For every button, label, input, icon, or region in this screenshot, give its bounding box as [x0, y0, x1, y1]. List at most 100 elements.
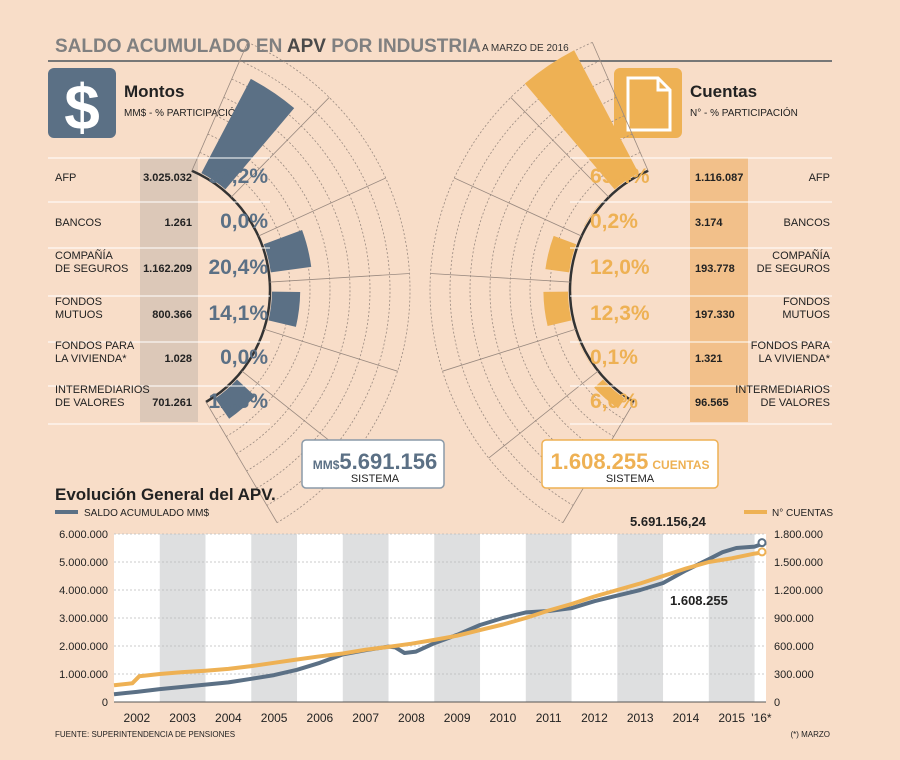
- svg-text:$: $: [64, 71, 100, 143]
- cuentas-subtitle: N° - % PARTICIPACIÓN: [690, 106, 798, 119]
- evolution-line-chart: 6.000.000 5.000.000 4.000.000 3.000.000 2.00…: [59, 529, 823, 725]
- main-title: SALDO ACUMULADO EN APV POR INDUSTRIA: [55, 36, 481, 57]
- cuentas-pct-label: 0,2%: [590, 210, 638, 233]
- industry-name-left: LA VIVIENDA*: [55, 353, 127, 365]
- industry-name-left: DE SEGUROS: [55, 263, 128, 275]
- y-right-tick: 1.500.000: [774, 557, 823, 569]
- grid-spoke: [258, 177, 386, 237]
- montos-polar-grid: [191, 42, 411, 523]
- montos-value: 1.261: [164, 217, 192, 229]
- cuentas-value: 193.778: [695, 263, 735, 275]
- cuentas-pct-label: 0,1%: [590, 346, 638, 369]
- cuentas-value: 3.174: [695, 217, 723, 229]
- industry-name-right: DE VALORES: [761, 397, 831, 409]
- evolucion-title: Evolución General del APV.: [55, 485, 276, 504]
- y-right-tick: 300.000: [774, 669, 814, 681]
- industry-name-left: COMPAÑÍA: [55, 249, 114, 262]
- x-tick: 2014: [673, 711, 700, 725]
- grid-spoke: [263, 328, 398, 372]
- montos-bar-2: [263, 230, 312, 273]
- y-right-tick: 1.800.000: [774, 529, 823, 541]
- y-left-tick: 2.000.000: [59, 641, 108, 653]
- legend-cuentas-label: N° CUENTAS: [772, 508, 833, 519]
- montos-subtitle: MM$ - % PARTICIPACIÓN: [124, 106, 243, 119]
- montos-polar-bars: [201, 78, 312, 419]
- y-right-tick: 600.000: [774, 641, 814, 653]
- montos-pct-label: 0,0%: [220, 210, 268, 233]
- cuentas-total-box: 1.608.255 CUENTAS SISTEMA: [541, 439, 719, 489]
- montos-value: 3.025.032: [143, 172, 192, 184]
- montos-value-column: [140, 158, 198, 422]
- footnote: (*) MARZO: [790, 730, 830, 739]
- montos-pct-label: 0,0%: [220, 346, 268, 369]
- cuentas-value: 1.321: [695, 353, 723, 365]
- montos-pct-label: 20,4%: [208, 256, 268, 279]
- industry-name-left: DE VALORES: [55, 397, 125, 409]
- industry-name-right: DE SEGUROS: [757, 263, 830, 275]
- document-icon: [614, 68, 682, 138]
- endpoint-montos: [757, 538, 767, 548]
- year-stripe: [617, 534, 664, 702]
- annotation-cuentas: 1.608.255: [670, 593, 728, 608]
- montos-total: MM$5.691.156: [313, 449, 438, 474]
- grid-spoke: [205, 401, 278, 523]
- x-tick: 2009: [444, 711, 471, 725]
- series-cuentas-line: [113, 549, 767, 688]
- x-tick: 2005: [261, 711, 288, 725]
- y-left-tick: 4.000.000: [59, 585, 108, 597]
- montos-pct-label: 14,1%: [208, 302, 268, 325]
- x-tick: 2003: [169, 711, 196, 725]
- dollar-icon: $: [48, 68, 116, 143]
- x-tick: 2011: [536, 711, 562, 725]
- cuentas-polar-grid: [429, 42, 649, 523]
- cuentas-total-label: SISTEMA: [606, 473, 655, 485]
- montos-bar-5: [215, 379, 256, 419]
- industry-name-left: AFP: [55, 172, 76, 184]
- industry-name-right: AFP: [809, 172, 830, 184]
- x-tick: 2002: [124, 711, 151, 725]
- montos-pct-label: 53,2%: [208, 165, 268, 188]
- base-arc: [568, 169, 649, 404]
- endpoint-cuentas: [757, 547, 767, 557]
- y-right-tick: 900.000: [774, 613, 814, 625]
- industry-name-right: BANCOS: [784, 217, 830, 229]
- montos-value: 1.162.209: [143, 263, 192, 275]
- year-stripe: [434, 534, 481, 702]
- industry-name-left: FONDOS: [55, 296, 102, 308]
- cuentas-title: Cuentas: [690, 82, 757, 101]
- grid-spoke: [488, 370, 599, 459]
- grid-spoke: [230, 97, 330, 198]
- grid-spoke: [510, 97, 610, 198]
- industry-name-right: MUTUOS: [782, 309, 830, 321]
- grid-arc: [223, 97, 351, 472]
- grid-arc: [199, 152, 291, 420]
- annotation-montos: 5.691.156,24: [630, 514, 707, 529]
- y-right-tick: 1.200.000: [774, 585, 823, 597]
- industry-name-left: MUTUOS: [55, 309, 103, 321]
- industry-name-right: FONDOS: [783, 296, 830, 308]
- cuentas-bar-3: [543, 291, 572, 327]
- cuentas-bar-4: [577, 338, 591, 365]
- grid-arc: [489, 97, 617, 472]
- source-note: FUENTE: SUPERINTENDENCIA DE PENSIONES: [55, 730, 235, 739]
- x-tick: 2015: [718, 711, 745, 725]
- industry-name-right: LA VIVIENDA*: [758, 353, 830, 365]
- x-tick: 2013: [627, 711, 654, 725]
- industry-table: AFP 3.025.032 53,2% 69,4% 1.116.087 AFP BANCOS…: [48, 157, 832, 425]
- montos-value: 800.366: [152, 309, 192, 321]
- x-tick: 2007: [352, 711, 379, 725]
- x-tick: 2006: [307, 711, 334, 725]
- montos-pct-label: 12,3%: [208, 390, 268, 413]
- montos-value: 1.028: [164, 353, 192, 365]
- y-left-tick: 1.000.000: [59, 669, 108, 681]
- x-tick: 2010: [490, 711, 517, 725]
- y-left-tick: 0: [102, 697, 108, 709]
- cuentas-pct-label: 69,4%: [590, 165, 650, 188]
- cuentas-polar-bars: [524, 50, 639, 409]
- x-tick: 2004: [215, 711, 242, 725]
- x-tick: 2008: [398, 711, 425, 725]
- cuentas-pct-label: 12,3%: [590, 302, 650, 325]
- montos-total-box: MM$5.691.156 SISTEMA: [301, 439, 445, 489]
- grid-spoke: [269, 273, 410, 283]
